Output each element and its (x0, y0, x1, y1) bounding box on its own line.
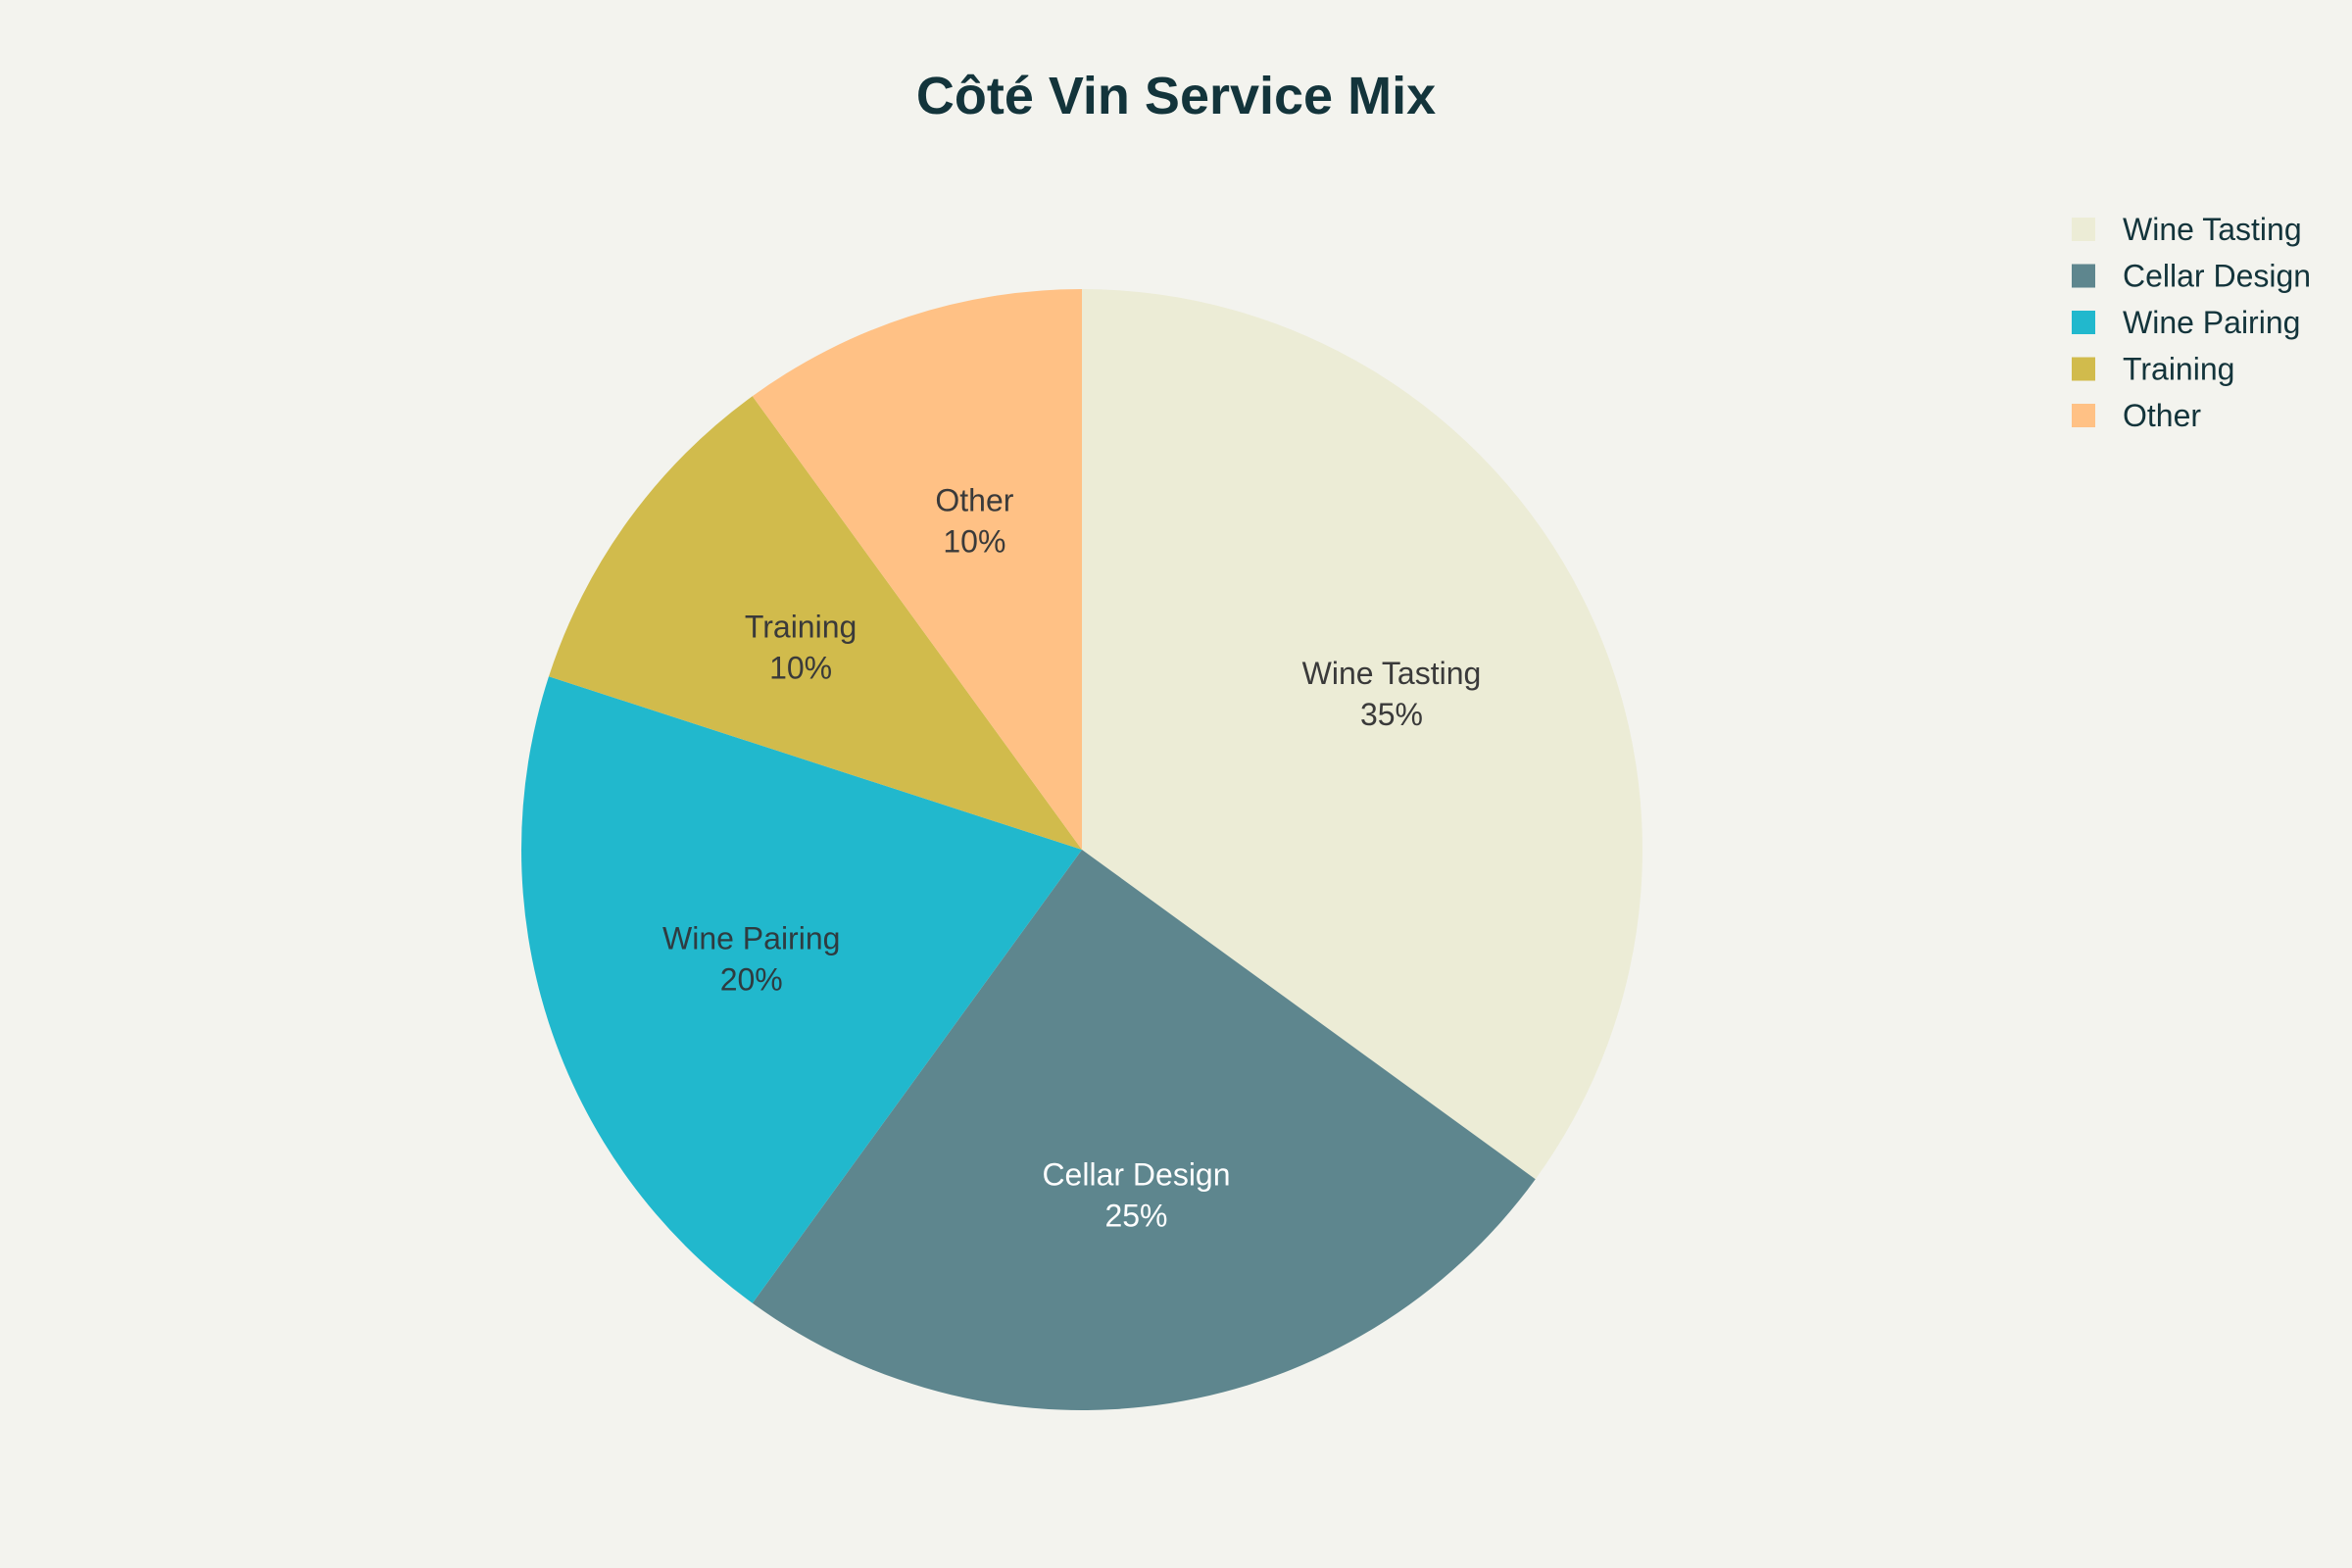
legend-label: Wine Tasting (2123, 212, 2302, 247)
pie-slice-labels: Wine Tasting 35% Cellar Design 25% Wine Pair… (662, 483, 1481, 1234)
legend-swatch (2072, 357, 2095, 381)
pie-slice-other (752, 289, 1082, 850)
slice-label-percent: 10% (769, 651, 832, 686)
slice-label-percent: 10% (943, 524, 1005, 560)
pie-slice-cellar-design (752, 850, 1536, 1410)
legend-item-wine-tasting[interactable]: Wine Tasting (2072, 212, 2302, 247)
slice-label-name: Other (935, 483, 1013, 518)
legend-swatch (2072, 218, 2095, 241)
slice-label-wine-tasting: Wine Tasting 35% (1302, 656, 1482, 732)
chart-title: Côté Vin Service Mix (916, 67, 1436, 125)
slice-label-other: Other 10% (935, 483, 1013, 560)
legend-swatch (2072, 311, 2095, 334)
pie-slices (521, 289, 1642, 1410)
legend-item-training[interactable]: Training (2072, 352, 2234, 387)
slice-label-name: Wine Pairing (662, 921, 840, 956)
slice-label-name: Cellar Design (1042, 1156, 1230, 1192)
legend-label: Training (2123, 352, 2234, 387)
slice-label-percent: 25% (1104, 1198, 1167, 1233)
slice-label-training: Training 10% (745, 610, 857, 686)
legend-label: Wine Pairing (2123, 305, 2300, 340)
legend-item-wine-pairing[interactable]: Wine Pairing (2072, 305, 2300, 340)
slice-label-percent: 20% (720, 962, 783, 998)
slice-label-name: Training (745, 610, 857, 645)
pie-slice-wine-tasting (1082, 289, 1642, 1180)
slice-label-percent: 35% (1360, 697, 1423, 732)
pie-slice-wine-pairing (521, 676, 1082, 1303)
legend: Wine Tasting Cellar Design Wine Pairing Tra… (2072, 212, 2311, 433)
slice-label-name: Wine Tasting (1302, 656, 1482, 691)
legend-item-cellar-design[interactable]: Cellar Design (2072, 259, 2311, 294)
pie-slice-training (548, 396, 1082, 850)
slice-label-cellar-design: Cellar Design 25% (1042, 1156, 1230, 1233)
legend-swatch (2072, 404, 2095, 427)
legend-label: Other (2123, 398, 2201, 433)
legend-label: Cellar Design (2123, 259, 2311, 294)
legend-swatch (2072, 264, 2095, 288)
legend-item-other[interactable]: Other (2072, 398, 2201, 433)
slice-label-wine-pairing: Wine Pairing 20% (662, 921, 840, 998)
